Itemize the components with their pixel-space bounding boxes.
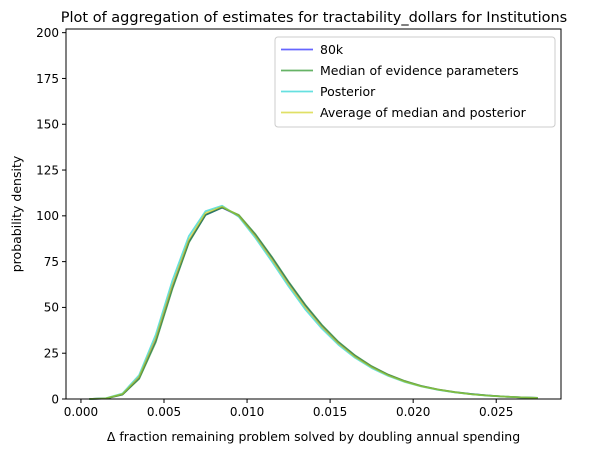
y-axis-label: probability density	[9, 155, 24, 272]
y-axis: 0 25 50 75 100 125 150 175 200	[36, 26, 66, 406]
x-tick-label: 0.005	[147, 405, 181, 419]
legend-label: 80k	[320, 42, 344, 57]
chart-title: Plot of aggregation of estimates for tra…	[61, 10, 567, 26]
legend-label: Average of median and posterior	[320, 105, 527, 120]
series-layer	[89, 204, 538, 400]
y-tick-label: 200	[36, 26, 59, 40]
y-tick-label: 0	[51, 392, 59, 406]
y-tick-label: 25	[44, 347, 59, 361]
legend: 80k Median of evidence parameters Posterio…	[274, 36, 556, 128]
series-line-4	[89, 205, 538, 400]
legend-label: Median of evidence parameters	[320, 63, 519, 78]
legend-label: Posterior	[320, 84, 376, 99]
y-tick-label: 75	[44, 255, 59, 269]
legend-box	[274, 36, 556, 128]
x-tick-label: 0.025	[479, 405, 513, 419]
y-tick-label: 175	[36, 72, 59, 86]
x-tick-label: 0.010	[230, 405, 264, 419]
plot-frame	[65, 28, 562, 400]
x-axis-label: Δ fraction remaining problem solved by d…	[107, 429, 520, 444]
x-tick-label: 0.000	[64, 405, 98, 419]
y-tick-label: 150	[36, 118, 59, 132]
y-tick-label: 50	[44, 301, 59, 315]
y-tick-label: 125	[36, 163, 59, 177]
x-tick-label: 0.015	[313, 405, 347, 419]
y-tick-label: 100	[36, 209, 59, 223]
x-axis: 0.000 0.005 0.010 0.015 0.020 0.025	[64, 399, 513, 419]
x-tick-label: 0.020	[396, 405, 430, 419]
